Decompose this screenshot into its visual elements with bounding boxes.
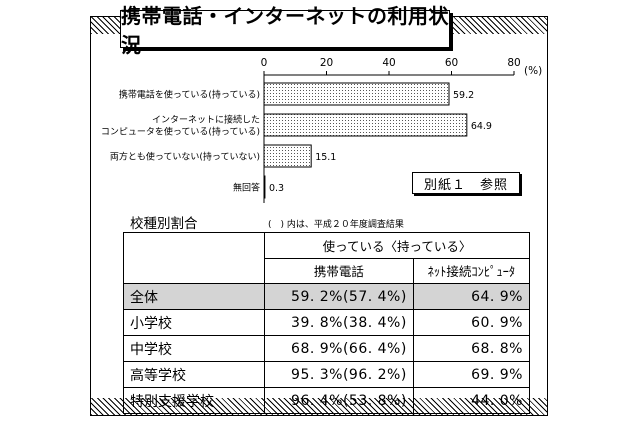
- x-tick-label: 40: [382, 57, 395, 69]
- bar: [263, 113, 468, 137]
- school-name: 高等学校: [123, 361, 265, 388]
- category-label: 両方とも使っていない(持っていない): [110, 151, 260, 163]
- table-row: 高等学校 95. 3%(96. 2%) 69. 9%: [123, 361, 531, 388]
- category-label: インターネットに接続した: [152, 114, 260, 126]
- table-footnote: ( ) 内は、平成２０年度調査結果: [268, 220, 404, 230]
- table-subheader-row: 携帯電話 ﾈｯﾄ接続ｺﾝﾋﾟｭｰﾀ: [123, 257, 531, 284]
- bar-value-label: 15.1: [315, 152, 336, 163]
- subheader-blank-cell: [123, 258, 265, 284]
- mobile-value: 96. 4%(53. 8%): [264, 387, 414, 414]
- bar-value-label: 0.3: [269, 183, 284, 194]
- bar-value-label: 59.2: [453, 90, 474, 101]
- bar-value-label: 64.9: [471, 121, 492, 132]
- x-tick-label: 20: [320, 57, 333, 69]
- table-row: 全体 59. 2%(57. 4%) 64. 9%: [123, 283, 531, 310]
- group-header: 使っている〈持っている〉: [264, 232, 530, 259]
- pc-value: 44. 0%: [412, 387, 531, 414]
- category-label: 携帯電話を使っている(持っている): [119, 89, 260, 101]
- col-header-mobile: 携帯電話: [264, 257, 414, 284]
- pc-value: 64. 9%: [412, 283, 531, 310]
- school-type-table: 使っている〈持っている〉 携帯電話 ﾈｯﾄ接続ｺﾝﾋﾟｭｰﾀ 全体 59. 2%…: [123, 232, 531, 414]
- pc-value: 68. 8%: [412, 335, 531, 362]
- table-header-row: 使っている〈持っている〉: [123, 232, 530, 259]
- mobile-value: 95. 3%(96. 2%): [264, 361, 414, 388]
- pc-value: 69. 9%: [412, 361, 531, 388]
- category-label: 無回答: [233, 182, 260, 194]
- category-label: コンピュータを使っている(持っている): [101, 126, 260, 138]
- bar: [263, 82, 450, 106]
- col-header-pc: ﾈｯﾄ接続ｺﾝﾋﾟｭｰﾀ: [412, 257, 531, 284]
- mobile-value: 68. 9%(66. 4%): [264, 335, 414, 362]
- table-row: 小学校 39. 8%(38. 4%) 60. 9%: [123, 309, 531, 336]
- x-tick-label: 60: [445, 57, 458, 69]
- x-axis-unit: (%): [524, 65, 542, 77]
- school-name: 中学校: [123, 335, 265, 362]
- mobile-value: 39. 8%(38. 4%): [264, 309, 414, 336]
- mobile-value: 59. 2%(57. 4%): [264, 283, 414, 310]
- bar: [263, 175, 266, 199]
- x-tick-label: 80: [507, 57, 520, 69]
- school-name: 全体: [123, 283, 265, 310]
- reference-note: 別紙１ 参照: [412, 172, 520, 194]
- table-row: 特別支援学校 96. 4%(53. 8%) 44. 0%: [123, 387, 531, 414]
- pc-value: 60. 9%: [412, 309, 531, 336]
- school-name: 特別支援学校: [123, 387, 265, 414]
- table-row: 中学校 68. 9%(66. 4%) 68. 8%: [123, 335, 531, 362]
- bar: [263, 144, 312, 168]
- school-name: 小学校: [123, 309, 265, 336]
- header-blank-cell: [123, 232, 265, 258]
- x-tick-label: 0: [261, 57, 268, 69]
- table-subtitle: 校種別割合: [130, 216, 198, 232]
